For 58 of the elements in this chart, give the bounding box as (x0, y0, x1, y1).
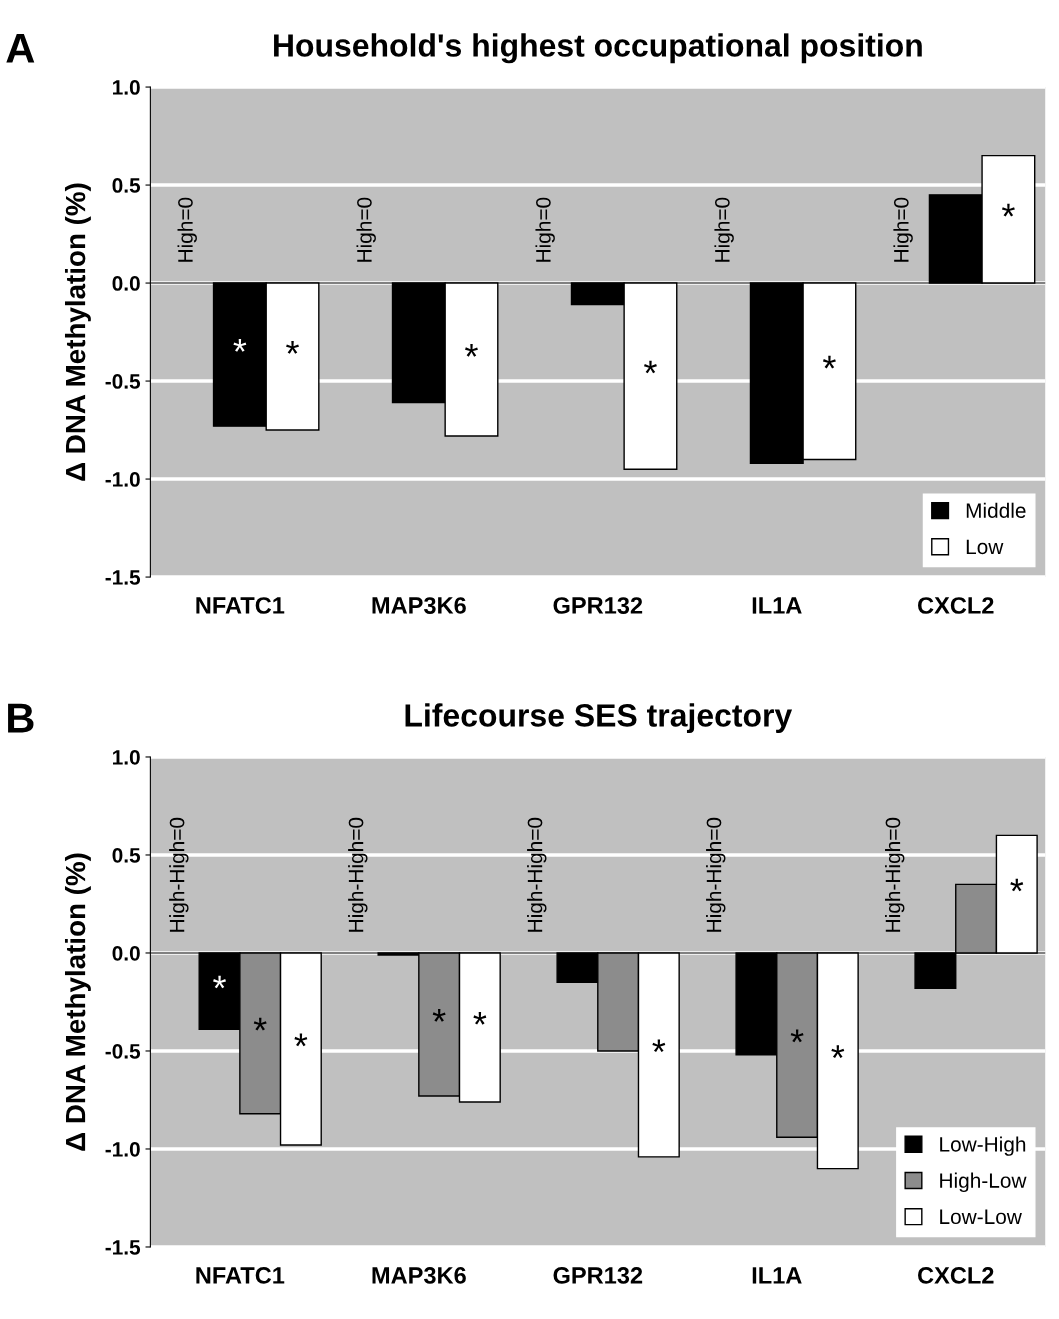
annotation: High-High=0 (348, 817, 368, 932)
y-axis-title: Δ DNA Methylation (%) (64, 183, 91, 481)
x-tick-label: GPR132 (553, 597, 643, 614)
x-tick-label: CXCL2 (918, 1267, 994, 1284)
data-label: * (822, 355, 836, 369)
y-tick-label: 1.0 (113, 749, 140, 765)
data-label: * (432, 1009, 446, 1022)
data-label: * (790, 1029, 804, 1043)
data-label: * (233, 339, 247, 352)
y-tick-label: -1.0 (105, 472, 140, 487)
data-label: * (1010, 878, 1024, 892)
x-tick-label: IL1A (752, 597, 802, 614)
text: B (8, 703, 34, 733)
y-tick-label: -0.5 (105, 1043, 141, 1059)
x-tick-label: CXCL2 (918, 597, 994, 614)
annotation: High-High=0 (169, 817, 189, 932)
y-tick-label: -1.5 (105, 570, 141, 585)
data-label: * (286, 341, 299, 354)
y-tick-label: 0.5 (112, 178, 141, 193)
data-label: * (831, 1045, 845, 1058)
data-label: * (294, 1033, 308, 1047)
data-label: * (473, 1011, 487, 1025)
x-tick-label: IL1A (752, 1267, 802, 1284)
annotation: High=0 (356, 197, 376, 262)
y-tick-label: -0.5 (105, 374, 141, 389)
legend-label: Low-Low (940, 1209, 1022, 1225)
y-tick-label: 0.0 (112, 276, 140, 291)
data-label: * (644, 360, 657, 374)
y-tick-label: -1.5 (105, 1240, 141, 1255)
data-label: * (213, 975, 226, 989)
y-axis-title: Δ DNA Methylation (%) (64, 853, 91, 1151)
chart-title: Lifecourse SES trajectory (405, 703, 793, 734)
y-tick-label: 1.0 (113, 80, 140, 95)
x-tick-label: NFATC1 (196, 1267, 285, 1284)
annotation: High=0 (535, 197, 555, 262)
legend-label: Low (966, 539, 1004, 555)
data-label: * (253, 1017, 267, 1031)
y-tick-label: 0.0 (112, 945, 140, 961)
text: A (6, 33, 35, 63)
x-tick-label: MAP3K6 (372, 597, 466, 614)
legend-label: Low-High (940, 1136, 1026, 1156)
data-label: * (465, 343, 478, 357)
legend-label: High-Low (940, 1172, 1027, 1193)
y-tick-label: 0.5 (112, 847, 141, 863)
annotation: High-High=0 (885, 817, 905, 932)
x-tick-label: GPR132 (553, 1267, 643, 1284)
y-tick-label: -1.0 (105, 1141, 140, 1157)
data-label: * (652, 1039, 666, 1053)
x-tick-label: MAP3K6 (372, 1267, 466, 1284)
x-tick-label: NFATC1 (196, 597, 285, 614)
annotation: High-High=0 (527, 817, 547, 932)
annotation: High=0 (893, 197, 913, 262)
chart-title: Household's highest occupational position (274, 33, 922, 64)
annotation: High-High=0 (706, 817, 726, 932)
annotation: High=0 (714, 197, 734, 262)
legend-label: Middle (966, 502, 1026, 518)
annotation: High=0 (177, 197, 197, 262)
data-label: * (1001, 203, 1015, 217)
